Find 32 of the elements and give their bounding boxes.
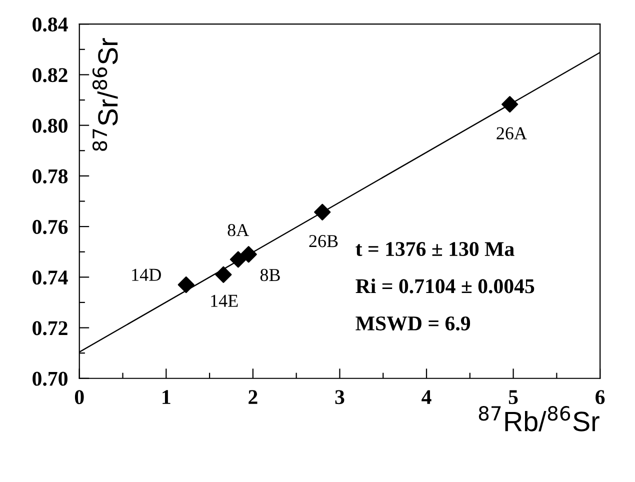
y-tick-label: 0.72 [32, 321, 68, 336]
x-axis-title: $^{87}$Rb/$^{86}$Sr [478, 406, 600, 432]
point [178, 276, 194, 294]
annotation: 8B [260, 268, 280, 282]
point [502, 96, 518, 113]
point [240, 246, 257, 263]
x-tick-label: 0 [74, 390, 84, 404]
annotation: 8A [228, 224, 250, 236]
annotation: MSWD = 6.9 [356, 316, 470, 331]
x-tick-label: 4 [422, 390, 432, 404]
annotation: t = 1376 ± 130 Ma [356, 242, 514, 256]
annotation: 14D [132, 268, 161, 281]
point [230, 251, 246, 268]
annotation: 26A [496, 127, 527, 140]
y-tick-label: 0.80 [32, 118, 68, 133]
y-tick-label: 0.78 [32, 169, 68, 184]
x-tick-label: 1 [162, 390, 170, 404]
x-tick-label: 3 [335, 390, 344, 404]
annotation: 14E [211, 294, 238, 307]
y-axis-title: $^{87}$Sr/$^{86}$Sr [92, 38, 118, 151]
y-tick-label: 0.70 [32, 372, 68, 386]
y-tick-label: 0.76 [32, 220, 68, 234]
y-tick-label: 0.74 [32, 270, 68, 285]
x-tick-label: 5 [508, 390, 518, 404]
point [314, 204, 331, 220]
y-tick-label: 0.84 [32, 17, 68, 32]
x-tick-label: 6 [596, 390, 605, 404]
point [215, 266, 232, 283]
annotation: 26B [309, 235, 338, 248]
x-tick-label: 2 [248, 390, 258, 404]
y-tick-label: 0.82 [32, 68, 68, 82]
annotation: Ri = 0.7104 ± 0.0045 [356, 278, 534, 294]
